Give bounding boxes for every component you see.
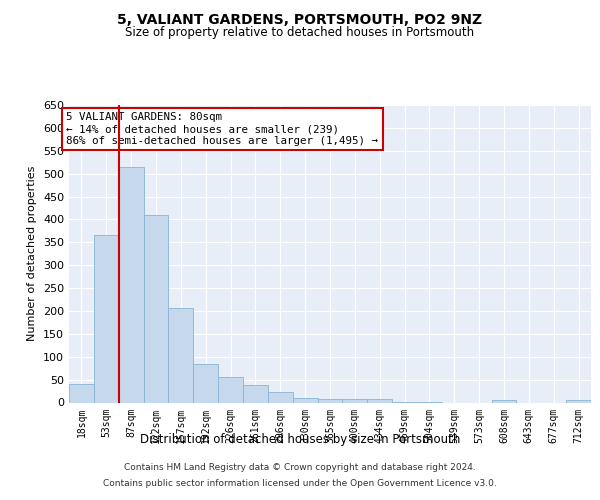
- Text: Distribution of detached houses by size in Portsmouth: Distribution of detached houses by size …: [140, 432, 460, 446]
- Text: 5, VALIANT GARDENS, PORTSMOUTH, PO2 9NZ: 5, VALIANT GARDENS, PORTSMOUTH, PO2 9NZ: [118, 12, 482, 26]
- Bar: [119, 167, 143, 402]
- Bar: [243, 385, 268, 402]
- Bar: [193, 364, 218, 403]
- Bar: [94, 236, 119, 402]
- Bar: [367, 400, 392, 402]
- Text: 5 VALIANT GARDENS: 80sqm
← 14% of detached houses are smaller (239)
86% of semi-: 5 VALIANT GARDENS: 80sqm ← 14% of detach…: [67, 112, 379, 146]
- Text: Contains public sector information licensed under the Open Government Licence v3: Contains public sector information licen…: [103, 478, 497, 488]
- Bar: [491, 400, 517, 402]
- Bar: [343, 400, 367, 402]
- Bar: [143, 215, 169, 402]
- Bar: [566, 400, 591, 402]
- Bar: [169, 308, 193, 402]
- Text: Contains HM Land Registry data © Crown copyright and database right 2024.: Contains HM Land Registry data © Crown c…: [124, 464, 476, 472]
- Bar: [317, 400, 343, 402]
- Bar: [69, 384, 94, 402]
- Y-axis label: Number of detached properties: Number of detached properties: [28, 166, 37, 342]
- Bar: [293, 398, 317, 402]
- Bar: [218, 377, 243, 402]
- Bar: [268, 392, 293, 402]
- Text: Size of property relative to detached houses in Portsmouth: Size of property relative to detached ho…: [125, 26, 475, 39]
